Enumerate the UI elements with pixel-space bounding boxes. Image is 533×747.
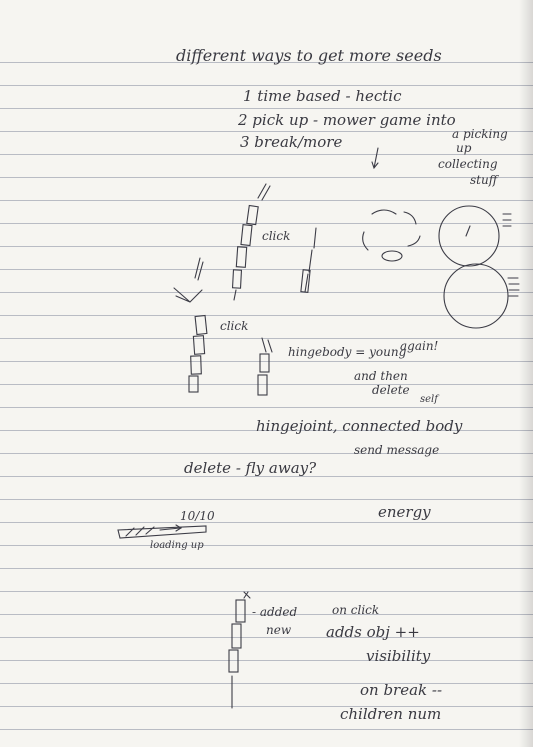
note-and-then: and then bbox=[354, 369, 408, 383]
note-item-1: 1 time based - hectic bbox=[243, 87, 402, 105]
note-on-click: on click bbox=[332, 603, 380, 617]
note-visibility: visibility bbox=[366, 647, 431, 665]
plant-stalk-sketch-bottom bbox=[228, 591, 251, 709]
arrow-down-mark bbox=[371, 147, 379, 170]
note-item-2-annotation: a picking bbox=[452, 127, 508, 141]
note-loading-up: loading up bbox=[150, 540, 204, 551]
note-on-break: on break -- bbox=[360, 681, 443, 699]
note-self: self bbox=[420, 394, 438, 405]
note-children-num: children num bbox=[340, 705, 442, 723]
note-item-2-annotation-2: up bbox=[456, 141, 472, 155]
notes-title: different ways to get more seeds bbox=[176, 46, 442, 65]
note-send-message: send message bbox=[354, 443, 440, 457]
note-item-2: 2 pick up - mower game into bbox=[238, 111, 456, 129]
note-new: new bbox=[266, 623, 292, 637]
note-delete: delete bbox=[372, 383, 410, 397]
plant-stalk-sketch-left bbox=[173, 257, 208, 393]
rotation-arrows-sketch bbox=[362, 209, 421, 262]
note-ten-of-ten: 10/10 bbox=[180, 509, 215, 523]
note-added: - added bbox=[252, 605, 298, 619]
timer-circle-sketch-bottom bbox=[443, 263, 520, 329]
note-delete-fly-away: delete - fly away? bbox=[184, 459, 317, 477]
note-hingebody: hingebody = young bbox=[288, 345, 407, 359]
note-click-lower: click bbox=[220, 319, 249, 333]
note-hingejoint: hingejoint, connected body bbox=[256, 417, 463, 435]
plant-stalk-sketch-middle bbox=[257, 337, 273, 396]
note-stuff: stuff bbox=[470, 173, 498, 187]
note-adds-obj: adds obj ++ bbox=[326, 623, 420, 641]
note-collecting: collecting bbox=[438, 157, 498, 171]
timer-circle-sketch-top bbox=[438, 205, 512, 267]
plant-stalk-sketch-upper bbox=[231, 183, 271, 301]
note-click-upper: click bbox=[262, 229, 291, 243]
loading-bar-sketch bbox=[117, 524, 207, 539]
note-item-3: 3 break/more bbox=[240, 133, 343, 151]
note-energy: energy bbox=[378, 503, 431, 521]
note-again: again! bbox=[400, 339, 439, 353]
plant-stalk-sketch-thin bbox=[300, 227, 317, 293]
